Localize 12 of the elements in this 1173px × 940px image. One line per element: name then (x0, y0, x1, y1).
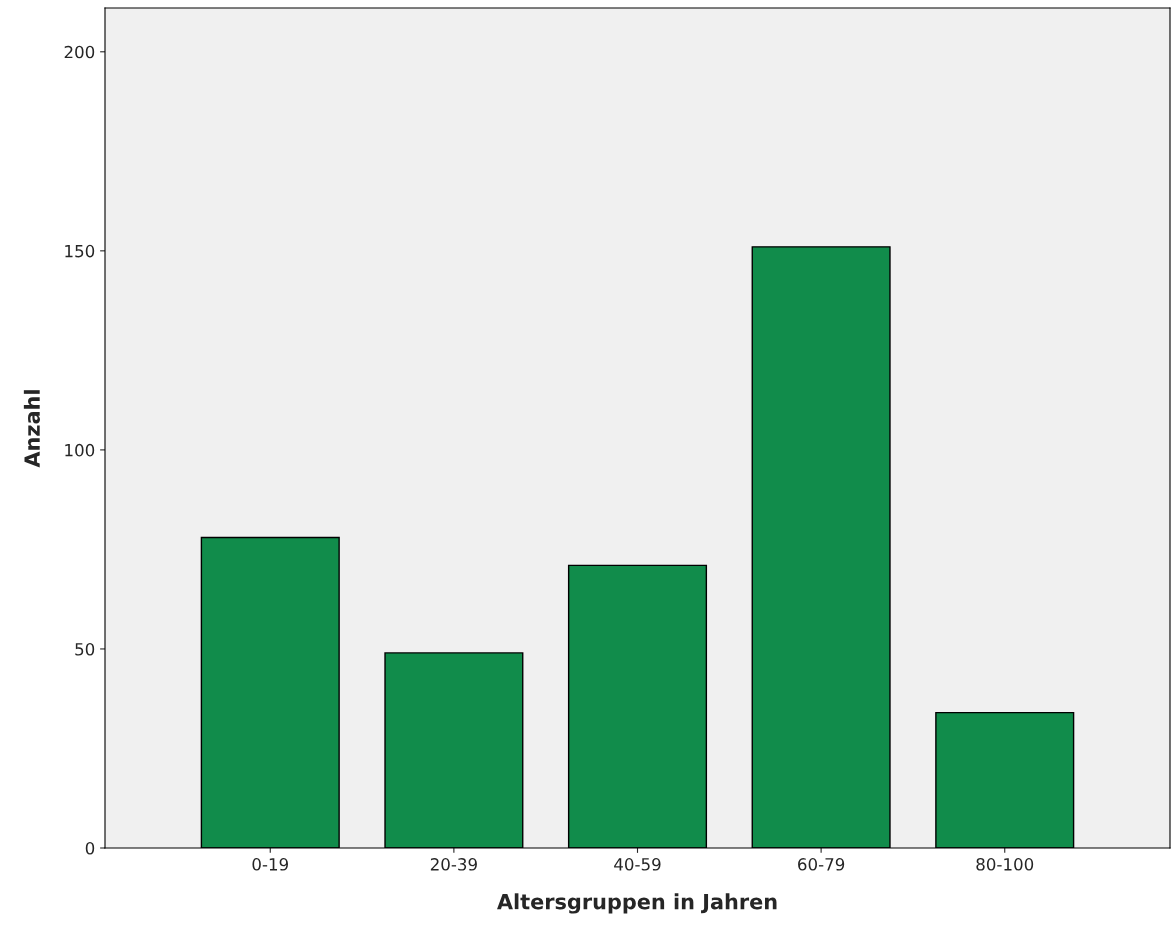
y-tick-label: 0 (85, 841, 95, 855)
y-axis-title: Anzahl (23, 390, 40, 468)
y-tick-label: 200 (64, 45, 95, 59)
x-axis-title: Altersgruppen in Jahren (497, 893, 777, 914)
x-tick-label: 20-39 (430, 858, 477, 871)
x-tick-label: 60-79 (798, 858, 845, 871)
y-tick-label: 100 (65, 443, 95, 457)
x-tick-label: 40-59 (614, 858, 661, 871)
y-tick-label: 50 (75, 642, 95, 656)
y-tick-label: 150 (65, 244, 95, 258)
x-tick-label: 0-19 (252, 858, 288, 871)
x-tick-label: 80-100 (976, 858, 1034, 871)
